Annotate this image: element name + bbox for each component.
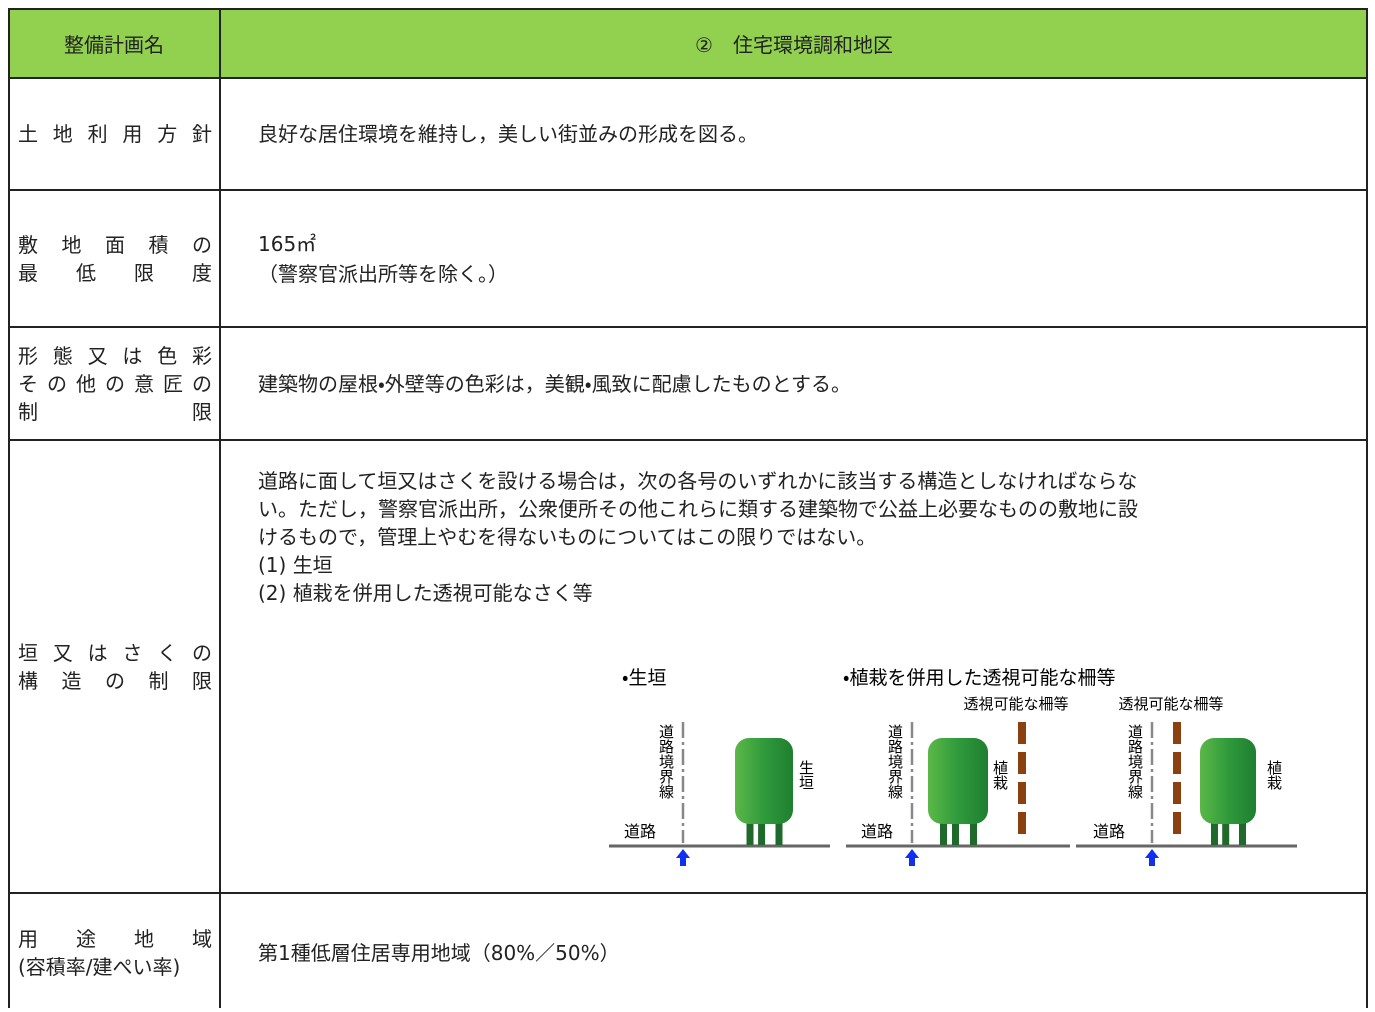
fence-label: 透視可能な柵等 bbox=[963, 695, 1068, 713]
header-text: 整備計画名 bbox=[64, 32, 164, 57]
row-label: 形態又は色彩 その他の意匠の 制限 bbox=[8, 327, 220, 440]
row-label: 用途地域 (容積率/建ぺい率) bbox=[8, 893, 220, 1012]
trunk bbox=[940, 815, 947, 845]
row-content: 165㎡ （警察官派出所等を除く。） bbox=[220, 190, 1368, 327]
row-label: 敷地面積の 最低限度 bbox=[8, 190, 220, 327]
label-line: 敷地面積の bbox=[18, 232, 212, 257]
hedge bbox=[928, 738, 988, 824]
label-line: (容積率/建ぺい率) bbox=[18, 954, 181, 979]
content-line: い。ただし，警察官派出所，公衆便所その他これらに類する建築物で公益上必要なものの… bbox=[258, 497, 1138, 521]
row-content: 建築物の屋根・外壁等の色彩は，美観・風致に配慮したものとする。 bbox=[220, 327, 1368, 440]
boundary-arrow bbox=[1145, 849, 1159, 866]
trunk bbox=[746, 815, 754, 845]
header-text: ② 住宅環境調和地区 bbox=[695, 32, 893, 57]
row-content: 良好な居住環境を維持し，美しい街並みの形成を図る。 bbox=[220, 78, 1368, 190]
row-label: 土地利用方針 bbox=[8, 78, 220, 190]
panel-title: ・生垣 bbox=[622, 667, 666, 689]
label-line: その他の意匠の bbox=[18, 371, 212, 396]
table-border bbox=[8, 8, 10, 1008]
content-line: (2) 植栽を併用した透視可能なさく等 bbox=[258, 581, 593, 605]
road-label: 道路 bbox=[1093, 822, 1125, 841]
content-line: けるもので，管理上やむを得ないものについてはこの限りではない。 bbox=[258, 525, 877, 549]
boundary-label: 道路境界線 bbox=[1126, 724, 1144, 799]
label-line: 制限 bbox=[18, 399, 212, 424]
content-line: 道路に面して垣又はさくを設ける場合は，次の各号のいずれかに該当する構造としなけれ… bbox=[258, 469, 1138, 493]
road-label: 道路 bbox=[861, 822, 893, 841]
table-border bbox=[8, 8, 1368, 10]
row-content: 道路に面して垣又はさくを設ける場合は，次の各号のいずれかに該当する構造としなけれ… bbox=[220, 440, 1368, 893]
content-line: 建築物の屋根・外壁等の色彩は，美観・風致に配慮したものとする。 bbox=[258, 371, 851, 396]
fence-label: 透視可能な柵等 bbox=[1118, 695, 1223, 713]
label-line: 垣又はさくの bbox=[18, 640, 212, 665]
table-border bbox=[8, 77, 1368, 79]
table-border bbox=[8, 189, 1368, 191]
boundary-label: 道路境界線 bbox=[886, 724, 904, 799]
header-cell: 整備計画名 bbox=[8, 8, 220, 78]
boundary-arrow bbox=[676, 849, 690, 866]
label-line: 用途地域 bbox=[18, 926, 212, 951]
content-line: 165㎡ bbox=[258, 231, 317, 256]
table-border bbox=[219, 8, 221, 1008]
table-border bbox=[8, 439, 1368, 441]
content-line: 第1種低層住居専用地域（80%／50%） bbox=[258, 940, 620, 965]
trunk bbox=[758, 815, 766, 845]
boundary-label: 道路境界線 bbox=[657, 724, 675, 799]
trunk bbox=[1222, 815, 1230, 845]
table-border bbox=[1366, 8, 1368, 1008]
hedge bbox=[735, 738, 793, 824]
road-label: 道路 bbox=[624, 822, 656, 841]
plant-label: 生垣 bbox=[797, 760, 815, 790]
trunk bbox=[952, 815, 959, 845]
header-cell: ② 住宅環境調和地区 bbox=[220, 8, 1368, 78]
trunk bbox=[775, 815, 783, 845]
content-line: 良好な居住環境を維持し，美しい街並みの形成を図る。 bbox=[258, 122, 758, 146]
trunk bbox=[970, 815, 977, 845]
trunk bbox=[1211, 815, 1218, 845]
hedge bbox=[1200, 738, 1256, 824]
table-border bbox=[8, 326, 1368, 328]
panel-title: ・植栽を併用した透視可能な柵等 bbox=[843, 667, 1115, 689]
label-line: 最低限度 bbox=[18, 260, 212, 285]
row-label: 垣又はさくの 構造の制限 bbox=[8, 440, 220, 893]
plant-label: 植栽 bbox=[1265, 760, 1283, 790]
content-line: （警察官派出所等を除く。） bbox=[258, 261, 508, 286]
plant-label: 植栽 bbox=[991, 760, 1009, 790]
row-content: 第1種低層住居専用地域（80%／50%） bbox=[220, 893, 1368, 1012]
trunk bbox=[1239, 815, 1246, 845]
label-line: 構造の制限 bbox=[18, 668, 212, 693]
content-line: (1) 生垣 bbox=[258, 553, 333, 577]
label-line: 形態又は色彩 bbox=[18, 343, 212, 368]
label-line: 土地利用方針 bbox=[18, 122, 212, 146]
table-border bbox=[8, 892, 1368, 894]
boundary-arrow bbox=[905, 849, 919, 866]
